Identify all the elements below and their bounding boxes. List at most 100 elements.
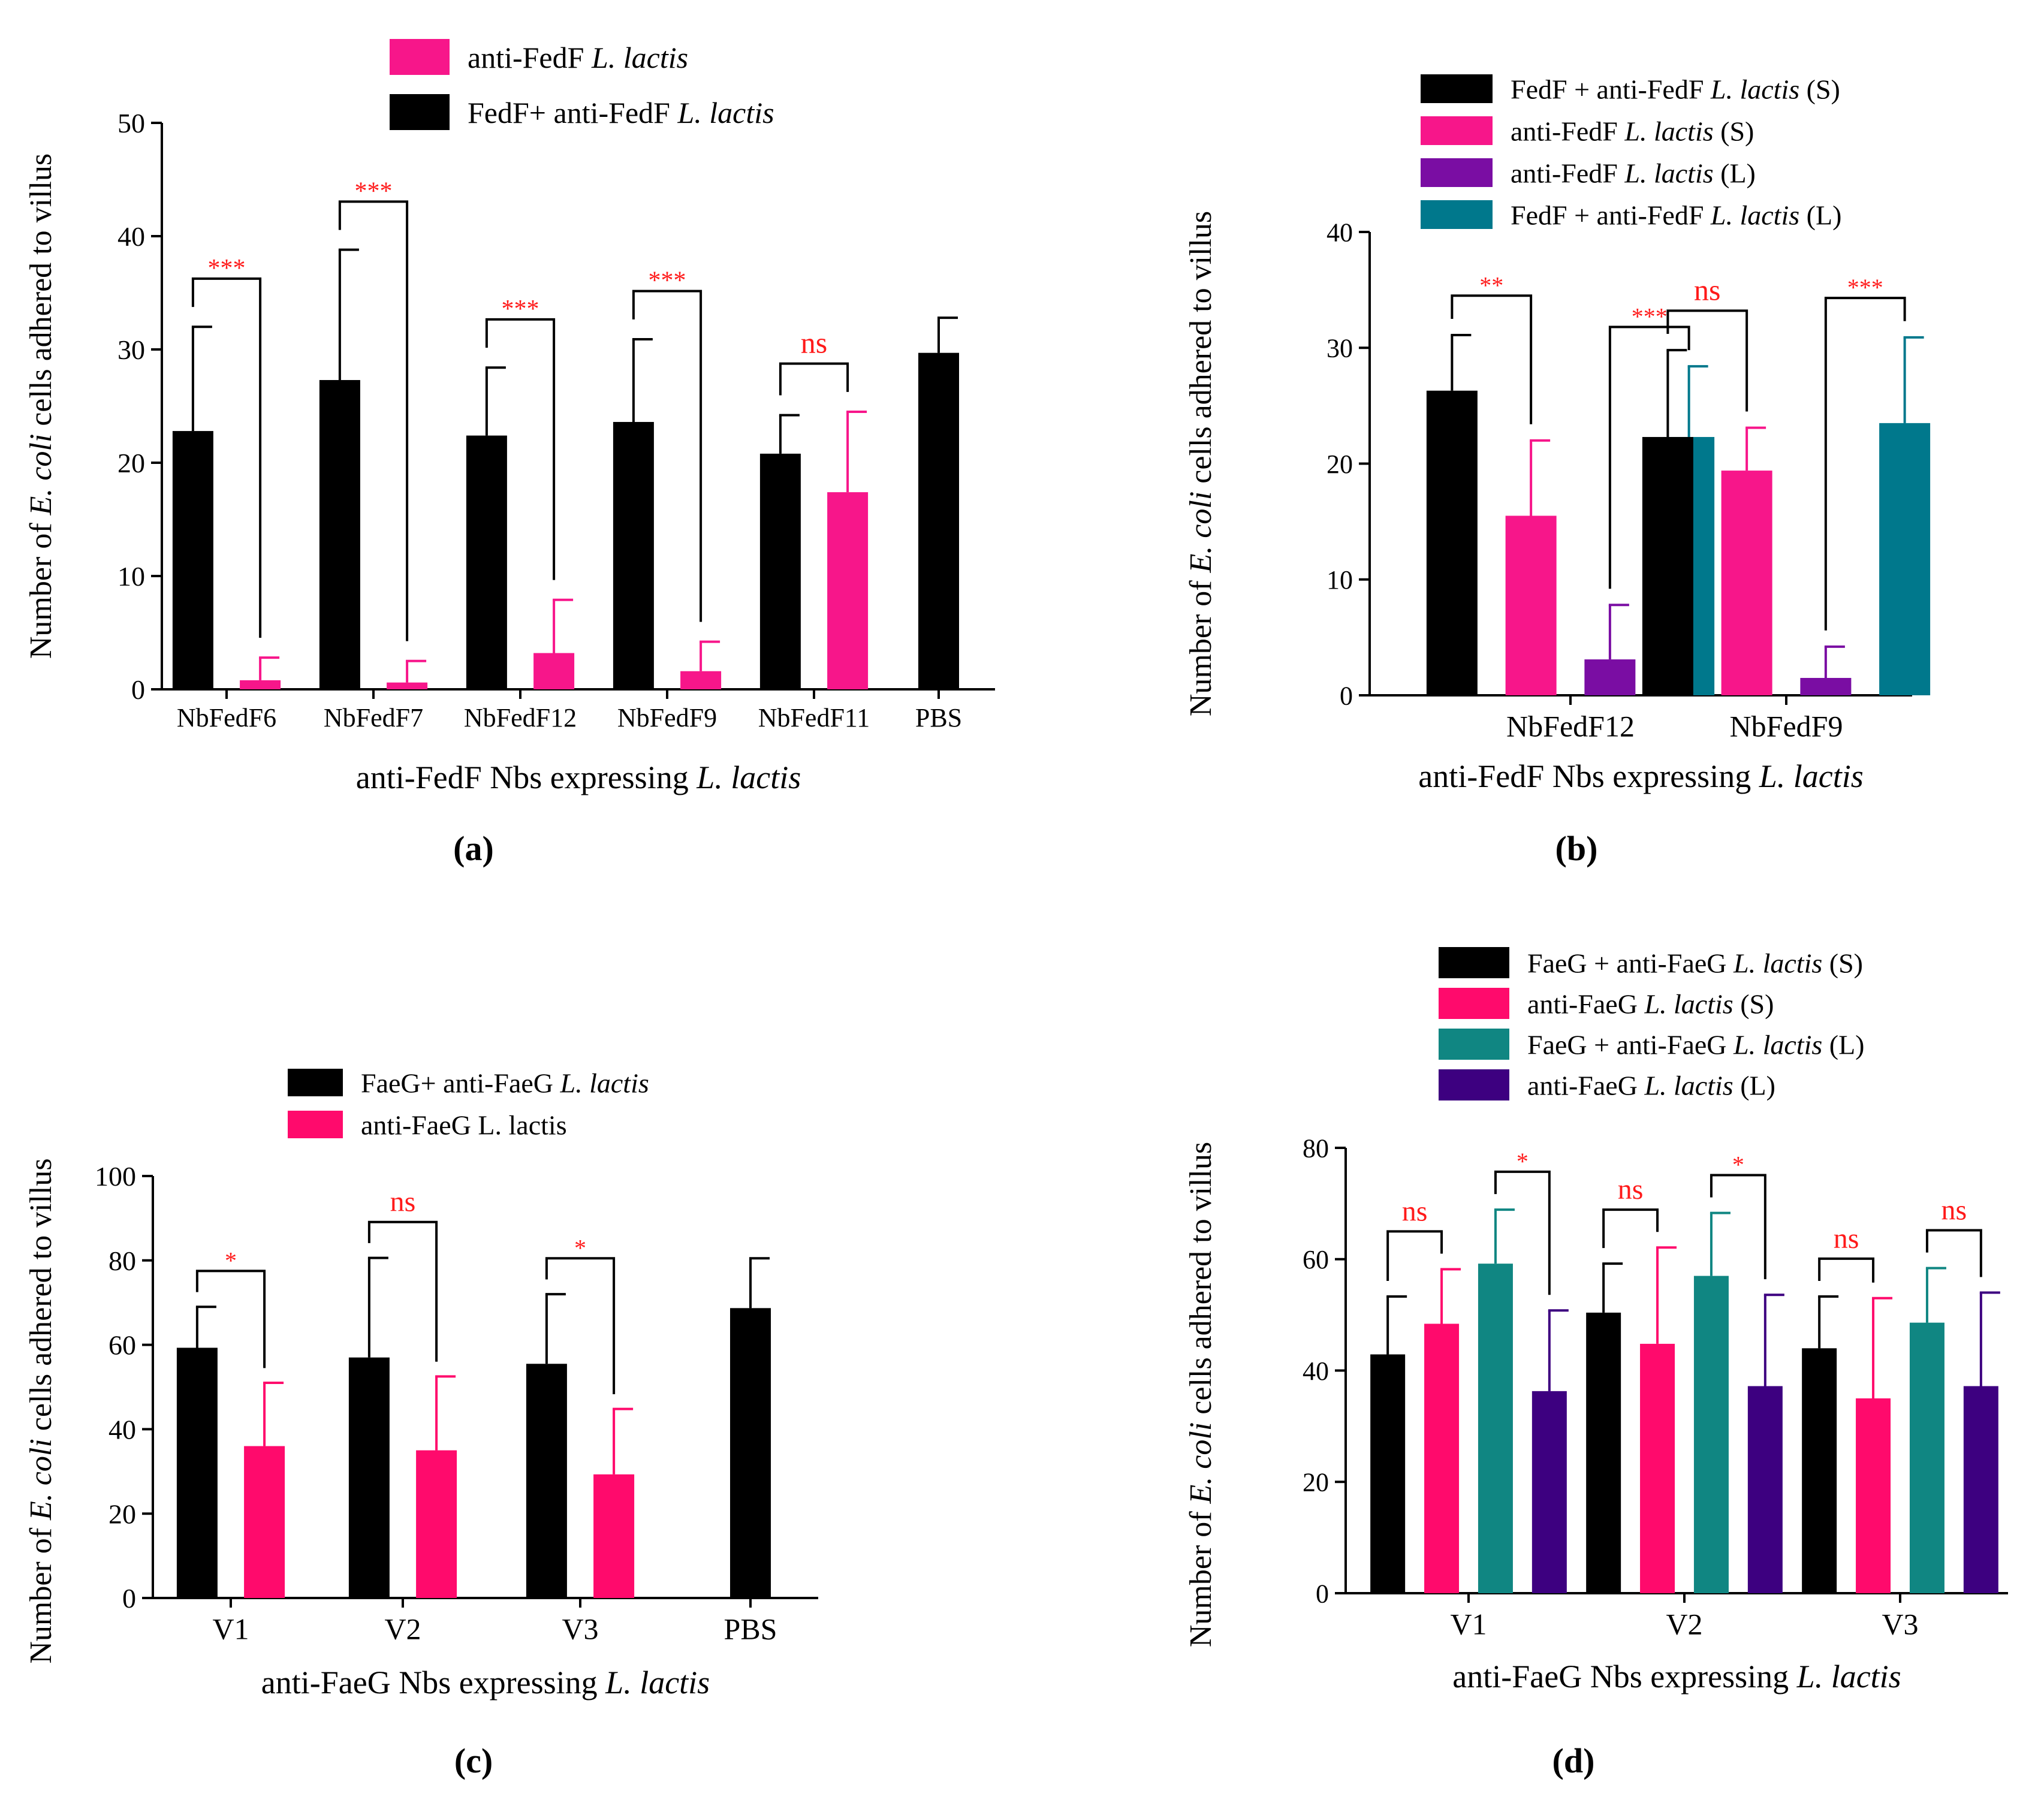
bar-a-1-1 <box>387 682 428 689</box>
y-tick-label: 10 <box>1327 565 1353 595</box>
bar-d-2-2 <box>1909 1322 1944 1593</box>
significance-label: ns <box>390 1186 416 1218</box>
bar-d-3-2 <box>1963 1386 1998 1593</box>
y-tick-label: 0 <box>131 674 145 705</box>
x-tick-label: NbFedF11 <box>758 703 870 732</box>
y-tick-label: 40 <box>117 221 145 252</box>
bar-d-0-2 <box>1802 1348 1837 1593</box>
y-tick-label: 80 <box>1303 1133 1329 1163</box>
panel-label: (a) <box>453 829 494 868</box>
bar-c-0-0 <box>176 1347 218 1598</box>
legend-swatch <box>288 1069 343 1096</box>
y-tick-label: 100 <box>95 1161 136 1192</box>
significance-label: * <box>225 1247 237 1274</box>
significance-bracket <box>545 1257 616 1394</box>
significance-label: * <box>1517 1148 1529 1175</box>
x-tick-label: NbFedF7 <box>324 703 423 732</box>
bar-d-1-0 <box>1424 1323 1460 1593</box>
significance-bracket <box>632 290 703 622</box>
bar-a-1-2 <box>533 653 575 689</box>
significance-label: *** <box>1632 303 1668 330</box>
bar-a-1-4 <box>827 492 869 689</box>
bar-b-1-0 <box>1505 515 1557 695</box>
x-axis-label: anti-FaeG Nbs expressing L. lactis <box>261 1665 710 1700</box>
legend-swatch <box>1439 1069 1509 1100</box>
bar-c-1-0 <box>244 1446 285 1598</box>
bar-d-2-1 <box>1693 1276 1729 1593</box>
legend-label: anti-FaeG L. lactis (L) <box>1527 1071 1775 1101</box>
legend-swatch <box>1421 116 1493 145</box>
x-axis-label: anti-FedF Nbs expressing L. lactis <box>356 759 801 795</box>
y-tick-label: 60 <box>1303 1245 1329 1274</box>
x-tick-label: NbFedF9 <box>1730 710 1843 743</box>
significance-bracket <box>1494 1170 1551 1295</box>
x-tick-label: PBS <box>724 1612 777 1646</box>
chart-panel-d: 0 20 40 60 80 V1 V2 V3 ns * ns * ns ns FaeG + anti-Fae… <box>1184 947 2008 1780</box>
x-tick-label: V2 <box>1666 1608 1702 1641</box>
chart-panel-c: 0 20 40 60 80 100 V1 V2 V3 PBS * ns * FaeG+ anti-FaeG… <box>24 1068 818 1780</box>
x-tick-label: V1 <box>1450 1608 1487 1641</box>
y-tick-label: 20 <box>108 1499 136 1529</box>
bar-c-1-1 <box>416 1450 457 1598</box>
legend-label: anti-FaeG L. lactis (S) <box>1527 989 1774 1020</box>
bar-d-3-1 <box>1747 1386 1783 1593</box>
bar-c-1-2 <box>593 1474 635 1598</box>
significance-label: ns <box>1618 1174 1644 1205</box>
x-tick-label: NbFedF12 <box>1506 710 1635 743</box>
bar-d-1-2 <box>1856 1398 1891 1593</box>
legend-swatch <box>1421 74 1493 103</box>
x-tick-label: V2 <box>384 1612 421 1646</box>
bar-b-0-0 <box>1426 390 1478 695</box>
legend-label: FaeG+ anti-FaeG L. lactis <box>361 1068 649 1099</box>
significance-label: *** <box>208 255 246 282</box>
significance-label: ns <box>801 326 827 360</box>
bar-a-0-2 <box>466 435 507 689</box>
y-tick-label: 40 <box>1327 218 1353 247</box>
significance-bracket <box>338 200 409 641</box>
y-tick-label: 30 <box>1327 334 1353 363</box>
legend-swatch <box>288 1111 343 1138</box>
legend-label: FaeG + anti-FaeG L. lactis (S) <box>1527 948 1863 979</box>
legend-label: anti-FedF L. lactis (S) <box>1511 116 1754 147</box>
legend-label: anti-FaeG L. lactis <box>361 1110 567 1141</box>
x-tick-label: NbFedF9 <box>617 703 717 732</box>
bar-a-0-1 <box>319 380 360 689</box>
bar-d-2-0 <box>1478 1264 1513 1593</box>
significance-label: *** <box>355 177 393 205</box>
significance-bracket <box>779 362 849 396</box>
y-axis-label: Number of E. coli cells adhered to villu… <box>24 1158 58 1663</box>
significance-bracket <box>1386 1230 1443 1281</box>
significance-bracket <box>1666 309 1748 412</box>
bar-c-0-2 <box>526 1364 567 1598</box>
legend-swatch <box>390 39 450 75</box>
y-tick-label: 0 <box>1316 1579 1329 1608</box>
y-tick-label: 50 <box>117 108 145 138</box>
significance-bracket <box>195 1270 266 1368</box>
bar-d-3-0 <box>1532 1391 1567 1593</box>
y-tick-label: 20 <box>1303 1468 1329 1497</box>
significance-bracket <box>1602 1208 1659 1249</box>
y-tick-label: 40 <box>108 1415 136 1445</box>
bar-a-0-3 <box>613 421 654 689</box>
legend-label: FedF+ anti-FedF L. lactis <box>468 96 774 129</box>
significance-label: ns <box>1834 1223 1859 1255</box>
significance-label: * <box>574 1234 586 1261</box>
significance-bracket <box>1710 1174 1766 1280</box>
y-tick-label: 80 <box>108 1246 136 1276</box>
significance-label: * <box>1732 1151 1744 1178</box>
x-tick-label: NbFedF6 <box>177 703 276 732</box>
y-tick-label: 20 <box>1327 450 1353 479</box>
legend-label: anti-FedF L. lactis <box>468 41 688 74</box>
bar-b-3-1 <box>1879 423 1931 695</box>
x-axis-label: anti-FaeG Nbs expressing L. lactis <box>1452 1659 1901 1695</box>
x-tick-label: V3 <box>1882 1608 1918 1641</box>
y-tick-label: 30 <box>117 334 145 365</box>
bar-a-0-5 <box>918 352 959 689</box>
significance-label: ns <box>1942 1194 1967 1226</box>
x-tick-label: V3 <box>562 1612 598 1646</box>
significance-label: *** <box>502 296 539 323</box>
bar-c-0-1 <box>348 1357 390 1598</box>
bar-a-1-0 <box>240 680 281 689</box>
